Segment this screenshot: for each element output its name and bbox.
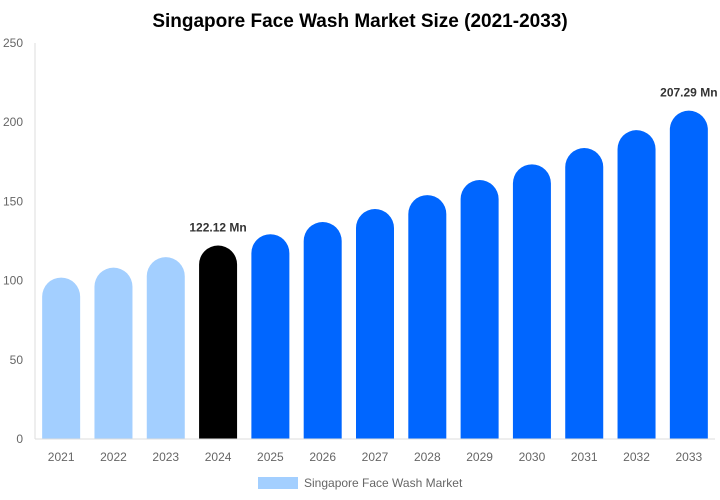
x-tick-label: 2031 bbox=[571, 450, 598, 464]
legend[interactable]: Singapore Face Wash Market bbox=[258, 476, 463, 490]
bar-2031[interactable] bbox=[565, 148, 604, 439]
x-tick-label: 2027 bbox=[362, 450, 389, 464]
y-tick-label: 0 bbox=[16, 432, 23, 446]
bar-2022[interactable] bbox=[94, 267, 133, 439]
bar-2033[interactable] bbox=[669, 110, 708, 439]
bar-2021[interactable] bbox=[42, 277, 81, 439]
bar-2023[interactable] bbox=[146, 257, 185, 439]
x-tick-label: 2029 bbox=[466, 450, 493, 464]
bar-2028[interactable] bbox=[408, 195, 447, 439]
y-axis: 0 50 100 150 200 250 bbox=[3, 36, 36, 446]
y-tick-label: 250 bbox=[3, 36, 23, 50]
x-tick-label: 2032 bbox=[623, 450, 650, 464]
x-tick-label: 2030 bbox=[519, 450, 546, 464]
data-label: 207.29 Mn bbox=[660, 86, 717, 100]
bar-2026[interactable] bbox=[303, 221, 342, 439]
bar-2032[interactable] bbox=[617, 130, 656, 439]
bar-2029[interactable] bbox=[460, 180, 499, 440]
y-tick-label: 150 bbox=[3, 194, 23, 208]
x-tick-label: 2026 bbox=[309, 450, 336, 464]
x-tick-label: 2021 bbox=[48, 450, 75, 464]
bar-2027[interactable] bbox=[356, 209, 394, 439]
x-tick-label: 2024 bbox=[205, 450, 232, 464]
data-labels: 122.12 Mn 207.29 Mn bbox=[189, 86, 717, 235]
x-tick-label: 2025 bbox=[257, 450, 284, 464]
x-tick-label: 2022 bbox=[100, 450, 127, 464]
bar-2025[interactable] bbox=[251, 234, 290, 439]
data-label: 122.12 Mn bbox=[189, 221, 246, 235]
bars bbox=[42, 110, 708, 440]
x-tick-label: 2033 bbox=[675, 450, 702, 464]
bar-2030[interactable] bbox=[512, 164, 551, 439]
x-axis: 2021 2022 2023 2024 2025 2026 2027 2028 2029 2030… bbox=[35, 438, 715, 464]
bar-2024[interactable] bbox=[199, 245, 238, 439]
x-tick-label: 2028 bbox=[414, 450, 441, 464]
y-tick-label: 200 bbox=[3, 115, 23, 129]
legend-swatch bbox=[258, 477, 298, 489]
chart-title: Singapore Face Wash Market Size (2021-20… bbox=[152, 11, 567, 32]
x-tick-label: 2023 bbox=[152, 450, 179, 464]
y-tick-label: 50 bbox=[10, 353, 24, 367]
y-tick-label: 100 bbox=[3, 274, 23, 288]
legend-label: Singapore Face Wash Market bbox=[304, 476, 463, 490]
